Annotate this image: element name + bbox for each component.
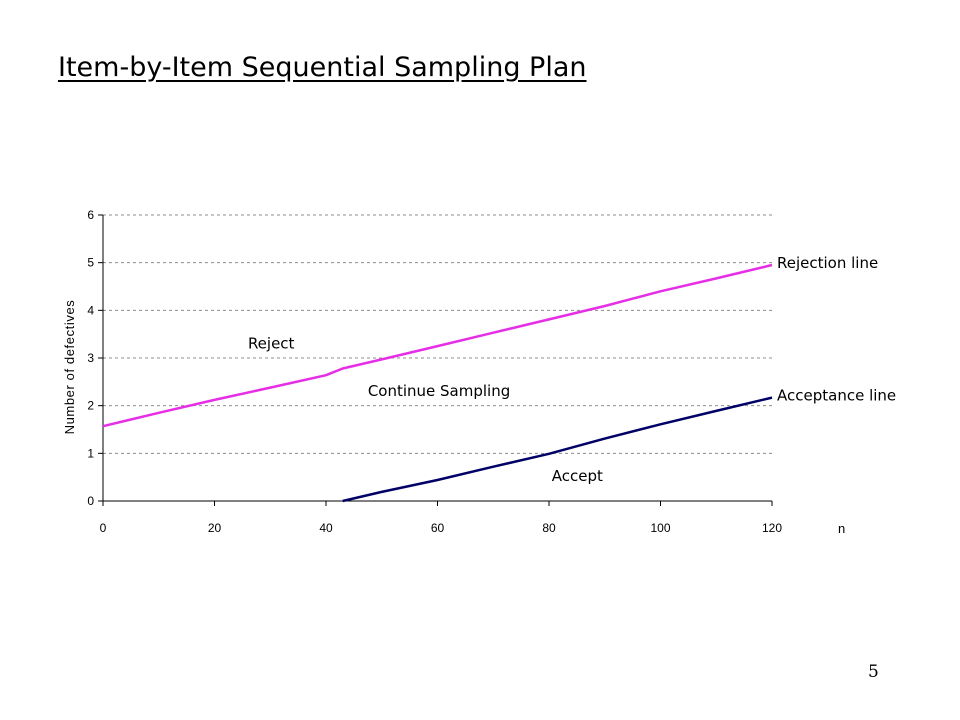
x-tick-label: 40 bbox=[319, 521, 333, 535]
x-tick-label: 100 bbox=[650, 521, 670, 535]
series-line-1 bbox=[102, 263, 773, 428]
page-title: Item-by-Item Sequential Sampling Plan bbox=[58, 52, 587, 83]
x-tick-label: 120 bbox=[762, 521, 782, 535]
axes bbox=[102, 215, 772, 502]
y-tick-label: 2 bbox=[87, 399, 94, 413]
y-tick-label: 4 bbox=[87, 303, 94, 317]
region-annotations: Reject Continue Sampling Accept bbox=[248, 334, 603, 485]
series-labels: Rejection line Acceptance line bbox=[777, 254, 896, 405]
region-label: Accept bbox=[552, 467, 603, 485]
y-tick-label: 0 bbox=[87, 494, 94, 508]
x-axis-title: n bbox=[838, 521, 845, 536]
series-label-1: Rejection line bbox=[777, 254, 878, 272]
series-line-2 bbox=[342, 396, 773, 503]
y-tick-label: 1 bbox=[87, 446, 94, 460]
x-tick-label: 80 bbox=[542, 521, 556, 535]
y-ticks: 0 1 2 3 4 5 6 bbox=[87, 208, 103, 508]
series-label-2: Acceptance line bbox=[777, 387, 896, 405]
region-label: Continue Sampling bbox=[368, 382, 510, 400]
x-ticks: 0 20 40 60 80 100 120 bbox=[100, 501, 782, 535]
x-tick-label: 60 bbox=[431, 521, 445, 535]
gridlines bbox=[103, 214, 772, 454]
region-label: Reject bbox=[248, 334, 295, 352]
x-tick-label: 0 bbox=[100, 521, 107, 535]
y-tick-label: 3 bbox=[87, 351, 94, 365]
series-lines bbox=[102, 263, 773, 503]
y-axis-title: Number of defectives bbox=[62, 300, 77, 435]
y-tick-label: 5 bbox=[87, 256, 94, 270]
y-tick-label: 6 bbox=[87, 208, 94, 222]
page-number: 5 bbox=[868, 662, 879, 682]
x-tick-label: 20 bbox=[208, 521, 222, 535]
